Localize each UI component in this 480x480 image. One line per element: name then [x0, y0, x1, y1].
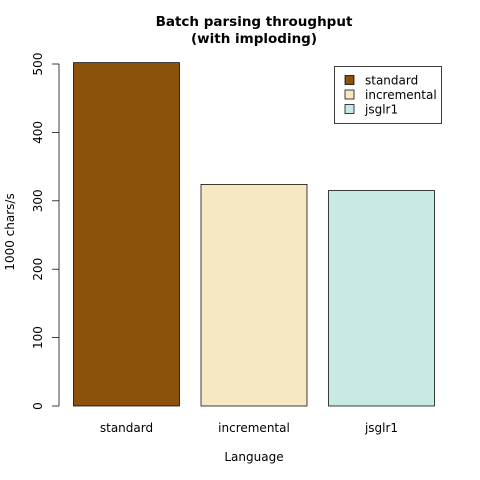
legend-label-incremental: incremental — [365, 88, 437, 102]
legend-swatch-jsglr1 — [344, 104, 355, 114]
legend-swatch-standard — [344, 75, 355, 85]
legend-swatch-incremental — [344, 89, 355, 100]
bar-standard — [73, 62, 180, 407]
bar-jsglr1 — [328, 190, 435, 407]
chart-title-line2: (with imploding) — [191, 31, 317, 47]
x-tick-label: standard — [100, 421, 153, 435]
y-tick-label: 100 — [31, 326, 45, 349]
y-axis: 0 100 200 300 400 500 — [31, 53, 60, 410]
y-tick-label: 200 — [31, 258, 45, 281]
bar-incremental — [200, 184, 308, 407]
chart-title-line1: Batch parsing throughput — [156, 14, 353, 30]
legend-label-standard: standard — [365, 74, 418, 88]
y-axis-title: 1000 chars/s — [3, 193, 17, 270]
legend-label-jsglr1: jsglr1 — [364, 103, 398, 117]
y-tick-label: 300 — [31, 189, 45, 212]
y-tick-label: 0 — [31, 402, 45, 410]
x-tick-label: incremental — [218, 421, 290, 435]
bars-group — [73, 62, 435, 407]
y-tick-label: 400 — [31, 121, 45, 144]
x-axis-labels: standard incremental jsglr1 — [100, 421, 398, 435]
y-tick-label: 500 — [31, 53, 45, 76]
x-tick-label: jsglr1 — [364, 421, 398, 435]
x-axis-title: Language — [224, 450, 283, 464]
